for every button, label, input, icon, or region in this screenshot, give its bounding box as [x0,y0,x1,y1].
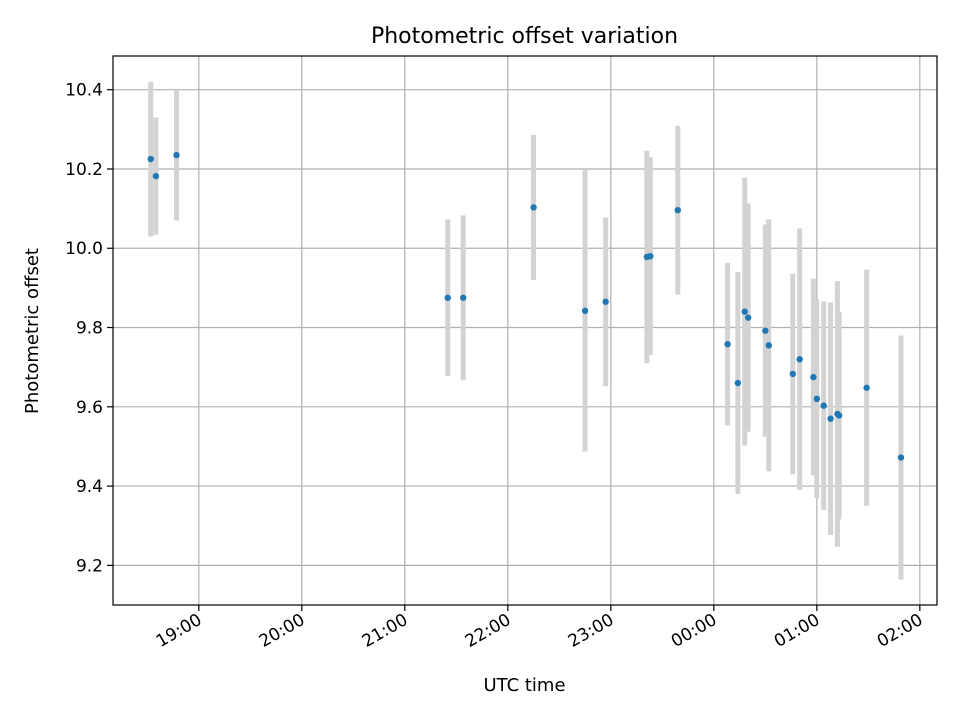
data-point [744,314,752,321]
data-point [897,454,905,461]
y-axis-label: Photometric offset [22,248,43,414]
data-point [724,340,731,348]
x-tick-label: 21:00 [359,610,411,652]
data-point [835,412,843,419]
data-point [827,415,834,422]
data-point [444,294,451,301]
y-tick-label: 9.4 [76,477,103,497]
x-tick-label: 02:00 [874,610,926,652]
x-tick-label: 19:00 [153,610,205,652]
data-point [734,379,742,387]
chart-title: Photometric offset variation [371,24,678,49]
data-point [460,294,467,301]
data-point [147,155,154,163]
data-point [813,395,821,403]
data-point [765,342,772,349]
data-point [530,204,537,211]
y-tick-label: 10.2 [65,160,103,180]
data-point [796,356,803,363]
x-tick-label: 20:00 [256,610,308,652]
y-axis-ticks: 9.2 9.4 9.6 9.8 10.0 10.2 10.4 [65,81,113,576]
data-point [820,402,827,409]
data-point [741,308,748,315]
data-point [152,172,160,180]
x-tick-label: 00:00 [668,610,720,652]
y-tick-label: 9.2 [76,556,103,576]
data-points [147,151,905,461]
y-tick-label: 9.6 [76,398,103,418]
data-point [581,307,589,315]
x-tick-label: 23:00 [565,610,617,652]
data-point [602,298,609,305]
data-point [173,151,180,159]
y-tick-label: 10.0 [65,239,103,259]
y-tick-label: 9.8 [76,319,103,339]
x-axis-ticks: 19:00 20:00 21:00 22:00 23:00 00:00 01:00 02:00 [153,605,926,652]
data-point [810,373,817,381]
y-tick-label: 10.4 [65,81,103,101]
data-point [762,327,769,334]
error-bars [148,81,904,580]
data-point [789,370,796,378]
x-tick-label: 01:00 [771,610,823,652]
data-point [863,384,870,391]
x-axis-label: UTC time [483,675,565,696]
data-point [674,206,681,214]
data-point [647,252,654,260]
x-tick-label: 22:00 [462,610,514,652]
plot-frame [112,55,938,606]
